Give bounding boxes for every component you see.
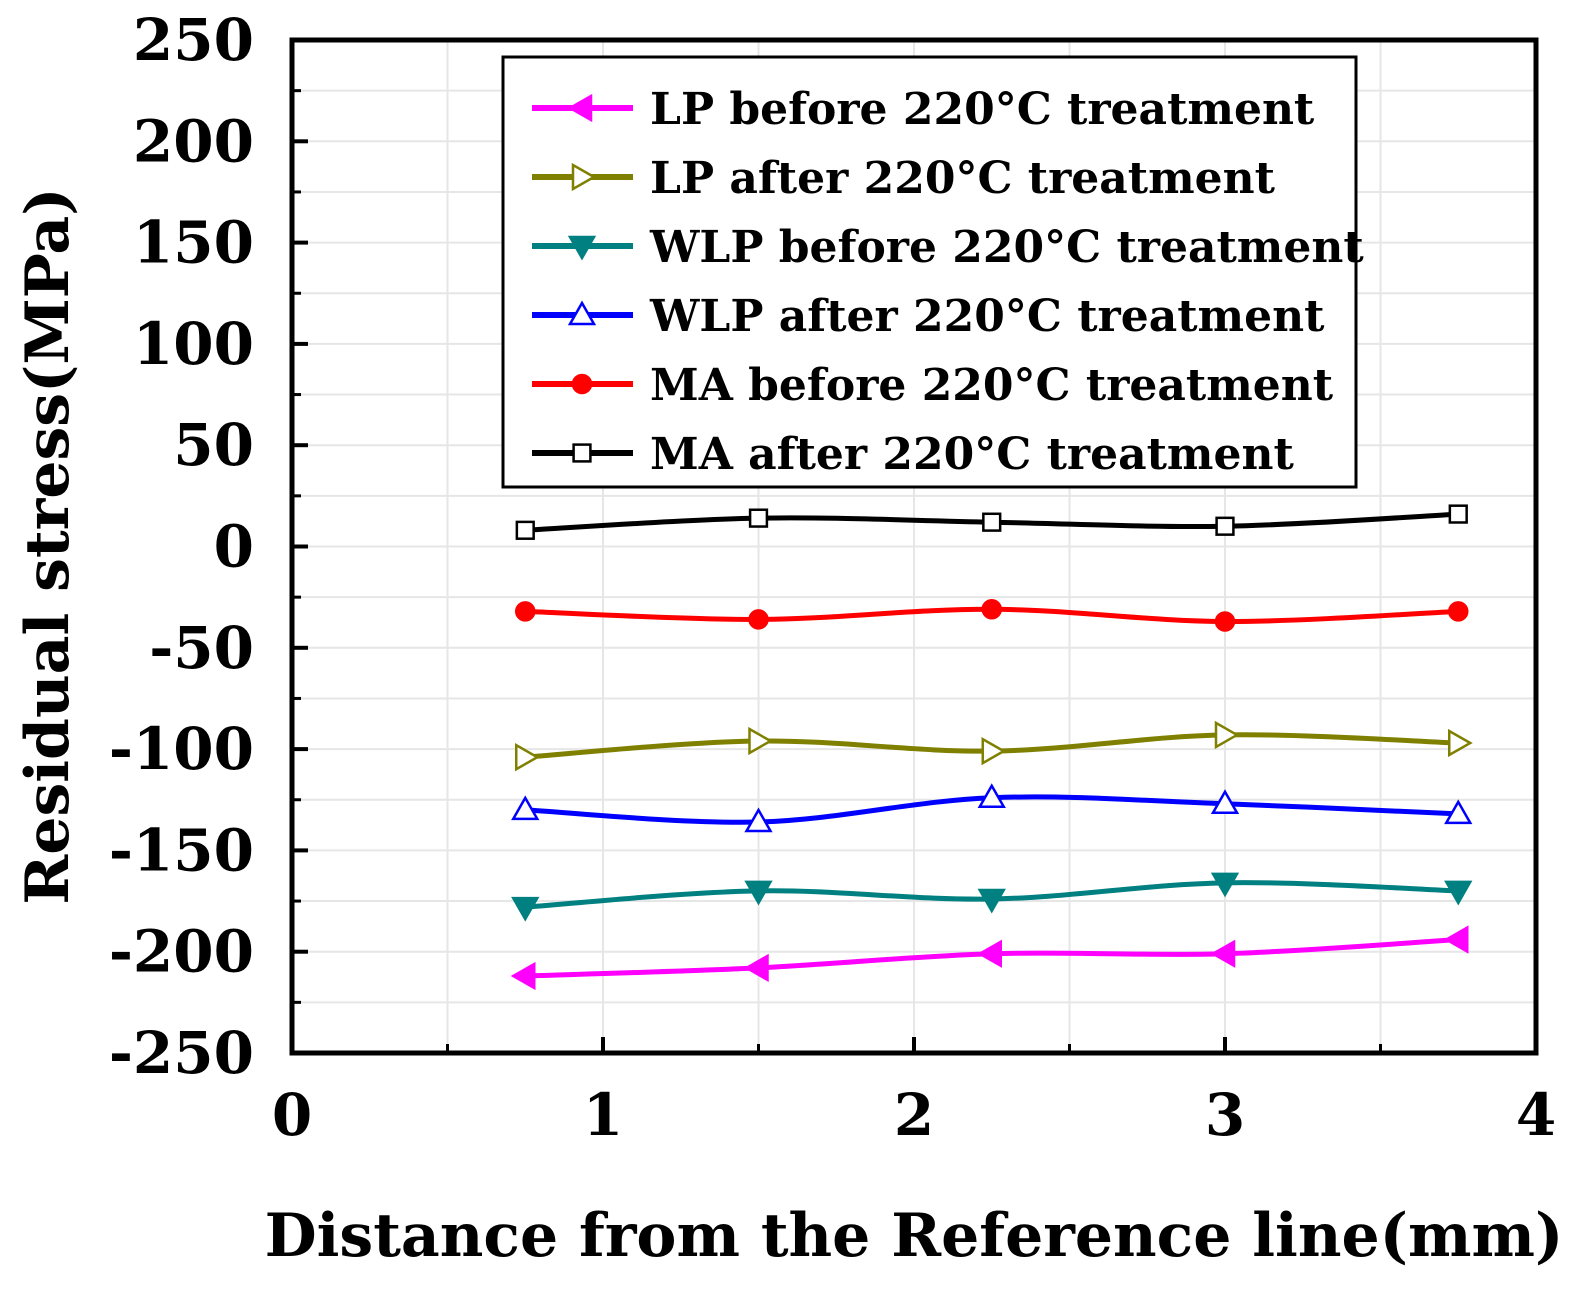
data-point — [982, 512, 1002, 532]
data-point — [1210, 939, 1236, 968]
legend-label: WLP after 220°C treatment — [649, 291, 1325, 342]
series-group — [510, 504, 1473, 991]
data-point — [1215, 516, 1235, 536]
series-5 — [515, 599, 1469, 632]
y-tick-label: 150 — [133, 209, 254, 277]
data-point — [744, 880, 773, 906]
data-point — [977, 939, 1002, 968]
y-tick-label: 50 — [173, 411, 254, 479]
data-point — [1444, 799, 1473, 825]
x-tick-label: 0 — [272, 1081, 312, 1149]
data-point — [981, 599, 1002, 620]
legend-label: LP after 220°C treatment — [650, 153, 1276, 204]
x-tick-label: 2 — [894, 1081, 934, 1149]
data-point — [748, 508, 769, 528]
y-tick-label: 200 — [133, 107, 254, 175]
y-axis-title: Residual stress(MPa) — [13, 187, 83, 904]
data-point — [515, 520, 535, 540]
legend-entry: LP after 220°C treatment — [532, 153, 1276, 204]
series-2 — [515, 720, 1473, 772]
legend-marker — [567, 93, 593, 123]
data-point — [977, 783, 1006, 808]
data-point — [977, 888, 1006, 914]
x-tick-label: 1 — [583, 1081, 623, 1149]
data-point — [1210, 789, 1240, 815]
x-axis-title: Distance from the Reference line(mm) — [265, 1201, 1564, 1271]
y-tick-label: -200 — [109, 918, 254, 986]
data-point — [1448, 601, 1469, 622]
data-point — [511, 795, 540, 821]
y-tick-label: -100 — [109, 715, 254, 783]
data-point — [1214, 611, 1236, 632]
data-point — [1443, 925, 1469, 954]
data-point — [515, 601, 536, 622]
data-point — [1448, 504, 1468, 524]
legend-entry: WLP before 220°C treatment — [532, 222, 1364, 273]
series-3 — [511, 872, 1473, 922]
data-point — [1444, 880, 1473, 906]
data-point — [744, 807, 773, 833]
data-point — [510, 961, 536, 991]
legend-entry: MA after 220°C treatment — [532, 429, 1294, 480]
legend-marker — [572, 443, 592, 463]
x-tick-labels: 0 1 2 3 4 — [272, 1081, 1556, 1149]
legend-marker — [571, 162, 597, 192]
y-tick-labels: -250 -200 -150 -100 -50 0 50 100 150 200 250 — [109, 6, 254, 1087]
data-point — [511, 896, 540, 922]
series-6 — [515, 504, 1468, 540]
legend-label: WLP before 220°C treatment — [649, 222, 1364, 273]
legend-label: LP before 220°C treatment — [650, 84, 1315, 135]
x-tick-label: 3 — [1205, 1081, 1245, 1149]
y-tick-label: 0 — [214, 513, 254, 581]
y-tick-label: -50 — [149, 614, 254, 682]
data-point — [743, 953, 769, 983]
axis-ticks — [290, 38, 1538, 1055]
data-point — [748, 726, 774, 756]
x-tick-label: 4 — [1516, 1081, 1556, 1149]
series-4 — [511, 783, 1473, 833]
data-point — [981, 736, 1007, 766]
data-point — [748, 609, 769, 630]
legend-label: MA before 220°C treatment — [650, 360, 1334, 411]
data-point — [1448, 728, 1473, 758]
series-1 — [510, 925, 1469, 991]
legend-marker — [567, 300, 597, 326]
legend-box — [501, 55, 1358, 489]
y-tick-label: 250 — [133, 6, 254, 74]
legend-entry: WLP after 220°C treatment — [532, 291, 1325, 342]
legend: LP before 220°C treatment LP after 220°C … — [501, 55, 1364, 489]
legend-marker — [567, 235, 597, 261]
y-tick-label: 100 — [133, 310, 254, 378]
y-tick-label: -250 — [109, 1019, 254, 1087]
data-point — [1210, 872, 1240, 898]
legend-entry: LP before 220°C treatment — [532, 84, 1315, 135]
data-point — [1214, 720, 1240, 750]
legend-label: MA after 220°C treatment — [650, 429, 1294, 480]
data-point — [515, 743, 540, 772]
y-tick-label: -150 — [109, 816, 254, 884]
legend-entry: MA before 220°C treatment — [532, 360, 1334, 411]
legend-marker — [571, 373, 593, 395]
